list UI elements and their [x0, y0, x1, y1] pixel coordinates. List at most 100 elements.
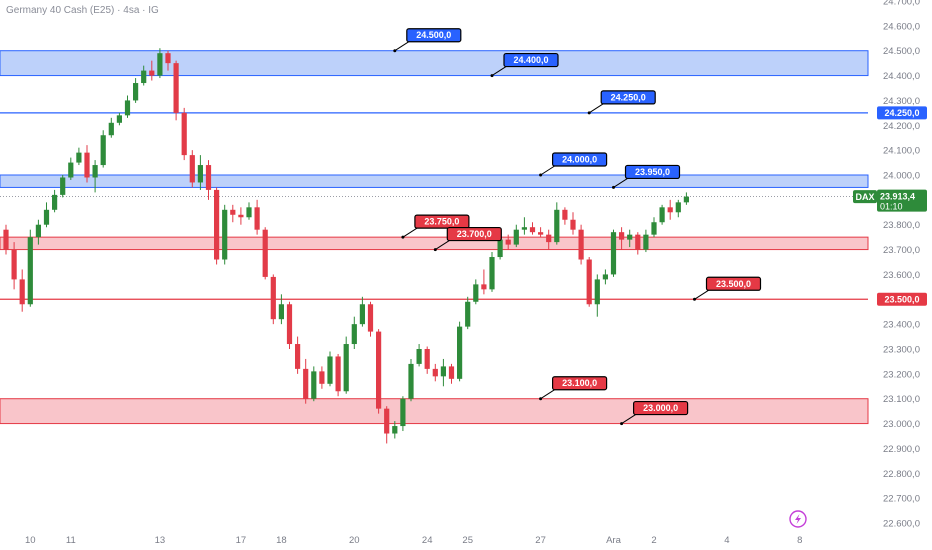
candle — [76, 147, 82, 166]
candle — [562, 207, 568, 225]
callout-pointer — [613, 178, 628, 188]
candle — [554, 202, 560, 245]
candle — [295, 336, 301, 374]
candle — [246, 202, 252, 220]
lightning-icon[interactable] — [789, 510, 807, 528]
candle — [270, 274, 276, 325]
candle-body — [384, 408, 390, 434]
candle — [60, 175, 66, 198]
candle-body — [43, 209, 50, 225]
callout-pointer — [540, 389, 555, 400]
x-tick-label: 18 — [276, 535, 287, 546]
candle — [214, 187, 220, 265]
candle — [546, 229, 552, 250]
candle — [627, 229, 633, 248]
level-price-tag — [877, 106, 927, 120]
callout-anchor — [433, 248, 437, 252]
candle-body — [173, 63, 179, 113]
candle-body — [554, 209, 560, 243]
candle-body — [675, 202, 681, 213]
candle-body — [157, 53, 163, 76]
y-axis[interactable]: 22.600,0 22.700,0 22.800,0 22.900,0 23.000,0… — [883, 0, 920, 530]
candle — [181, 107, 187, 161]
candle — [424, 346, 430, 374]
candle — [116, 112, 122, 126]
y-tick-label: 24.400,0 — [883, 71, 920, 82]
candle — [489, 252, 495, 292]
callout-label: 23.750,0 — [424, 217, 459, 227]
y-tick-label: 23.200,0 — [883, 369, 920, 380]
candle-body — [295, 344, 301, 369]
x-axis[interactable]: 10 11 13 17 18 20 24 25 27 Ara 2 4 8 — [25, 535, 802, 546]
price-tags: 24.250,0 23.500,0 DAX 23.913,401:10 — [853, 106, 927, 306]
candle — [481, 269, 487, 295]
candle — [392, 421, 398, 439]
candle-body — [635, 234, 641, 250]
callout-label: 23.500,0 — [716, 279, 751, 289]
x-tick-label: 24 — [422, 535, 433, 546]
callout-box — [414, 214, 470, 229]
candle-body — [416, 349, 422, 364]
candle — [416, 344, 422, 367]
candle-body — [262, 229, 268, 277]
x-tick-label: 8 — [797, 535, 802, 546]
callout-pointer — [540, 165, 555, 176]
callout-label: 23.950,0 — [635, 167, 670, 177]
support-zone — [0, 236, 869, 251]
candle — [100, 130, 106, 168]
candle-body — [432, 368, 438, 377]
candle — [238, 207, 244, 225]
candle — [594, 274, 600, 317]
candle — [505, 234, 511, 250]
y-tick-label: 22.900,0 — [883, 444, 920, 455]
candle — [92, 160, 98, 193]
callout-box — [600, 90, 656, 105]
candle-body — [189, 155, 195, 183]
candle-body — [448, 366, 455, 379]
callout-pointer — [394, 41, 410, 52]
chart-title: Germany 40 Cash (E25) · 4sa · IG — [6, 5, 159, 16]
callout-anchor — [401, 235, 405, 239]
candle — [149, 60, 155, 81]
candle — [586, 257, 592, 307]
level-price-tag-label: 23.500,0 — [884, 295, 919, 305]
candle — [448, 363, 455, 384]
callout-23.950,0: 23.950,0 — [612, 164, 681, 189]
x-tick-label: 27 — [535, 535, 546, 546]
candle-body — [481, 284, 487, 290]
callout-pointer — [588, 103, 604, 114]
candle — [683, 192, 689, 205]
candle-body — [627, 234, 633, 240]
candle — [35, 219, 41, 245]
candle-body — [116, 115, 122, 123]
candle-body — [278, 304, 284, 320]
y-tick-label: 23.000,0 — [883, 419, 920, 430]
callout-box — [503, 52, 559, 68]
candle — [222, 204, 228, 265]
callout-label: 24.500,0 — [416, 30, 451, 40]
candle — [157, 48, 163, 79]
candle-body — [254, 207, 260, 230]
candle — [635, 232, 641, 255]
callout-pointer — [694, 289, 709, 300]
candle — [335, 353, 341, 397]
candle-body — [3, 229, 9, 250]
candle-body — [68, 162, 74, 178]
candle — [327, 351, 333, 387]
x-tick-label: 10 — [25, 535, 36, 546]
candle — [84, 145, 90, 183]
current-price-label: 23.913,4 — [880, 192, 915, 202]
candle-body — [286, 304, 293, 345]
candle-body — [359, 304, 365, 325]
level-price-tag — [877, 292, 927, 306]
callout-pointer — [402, 227, 418, 238]
candle-body — [440, 366, 446, 377]
candle-body — [303, 368, 309, 399]
callout-pointer — [491, 66, 507, 76]
symbol-tag — [853, 190, 877, 204]
y-tick-label: 23.400,0 — [883, 320, 920, 331]
candle — [124, 95, 131, 118]
callout-label: 24.250,0 — [611, 92, 646, 102]
candle — [262, 227, 268, 280]
